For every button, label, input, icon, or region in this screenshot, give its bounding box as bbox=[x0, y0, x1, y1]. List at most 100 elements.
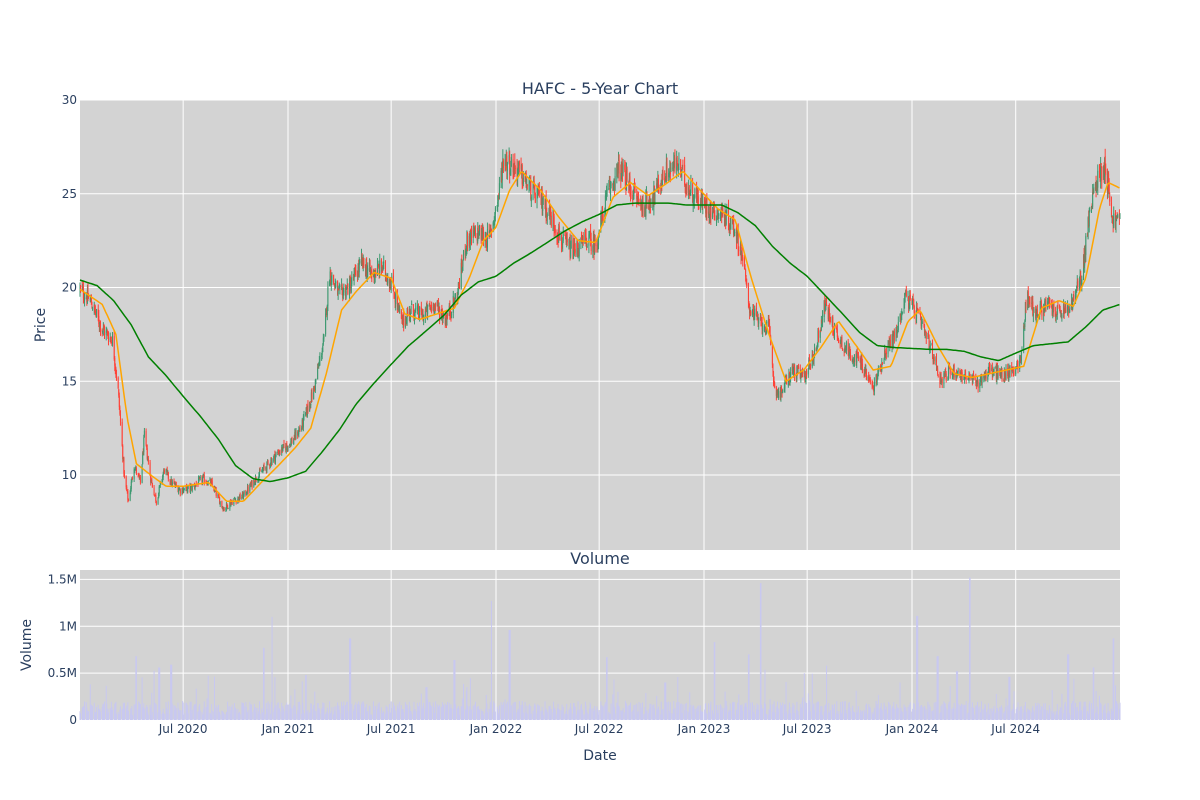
candle-body bbox=[819, 330, 821, 338]
candle-body bbox=[638, 199, 640, 201]
candle-body bbox=[570, 240, 572, 248]
candle-body bbox=[757, 318, 759, 323]
volume-bar bbox=[557, 703, 559, 720]
candle-body bbox=[741, 252, 743, 259]
volume-bar bbox=[444, 703, 446, 720]
candle-body bbox=[306, 405, 308, 416]
volume-bar bbox=[701, 712, 703, 720]
candle-body bbox=[824, 307, 826, 311]
candle-body bbox=[852, 359, 854, 362]
candle-body bbox=[999, 371, 1001, 378]
volume-bar bbox=[943, 702, 945, 720]
candle-body bbox=[833, 330, 835, 335]
volume-bar bbox=[325, 714, 327, 720]
volume-bar bbox=[808, 700, 810, 720]
candle-body bbox=[1067, 306, 1069, 308]
candle-body bbox=[774, 383, 776, 388]
volume-bar bbox=[1004, 707, 1006, 720]
volume-bar bbox=[1039, 703, 1041, 720]
candle-body bbox=[329, 280, 331, 287]
volume-bar bbox=[873, 707, 875, 720]
candle-body bbox=[122, 458, 124, 460]
volume-bar bbox=[205, 707, 207, 720]
volume-bar bbox=[135, 656, 137, 720]
volume-bar bbox=[334, 714, 336, 720]
volume-bar bbox=[1088, 703, 1090, 720]
volume-bar bbox=[326, 707, 328, 720]
volume-bar bbox=[582, 714, 584, 720]
volume-bar bbox=[275, 705, 277, 720]
volume-bar bbox=[737, 702, 739, 720]
volume-bar bbox=[642, 714, 644, 720]
volume-bar bbox=[908, 714, 910, 720]
volume-bar bbox=[772, 704, 774, 720]
candle-body bbox=[640, 202, 642, 206]
candle-body bbox=[877, 373, 879, 378]
candle-body bbox=[481, 229, 483, 241]
candle-body bbox=[676, 159, 678, 164]
candle-body bbox=[977, 381, 979, 389]
volume-bar bbox=[310, 703, 312, 720]
volume-bar bbox=[792, 713, 794, 720]
candle-body bbox=[1100, 163, 1102, 166]
candle-body bbox=[183, 488, 185, 492]
candle-body bbox=[885, 353, 887, 356]
volume-bar bbox=[317, 703, 319, 720]
volume-bar bbox=[576, 710, 578, 720]
volume-bar bbox=[816, 712, 818, 720]
candle-body bbox=[1084, 245, 1086, 266]
candle-body bbox=[85, 297, 87, 299]
volume-bar bbox=[496, 706, 498, 720]
volume-bar bbox=[953, 702, 955, 720]
candle-body bbox=[1087, 217, 1089, 239]
volume-bar bbox=[1080, 709, 1082, 720]
candle-body bbox=[295, 431, 297, 439]
volume-bar bbox=[1072, 701, 1074, 720]
volume-bar bbox=[909, 708, 911, 720]
volume-bar bbox=[175, 707, 177, 720]
volume-bar bbox=[762, 708, 764, 720]
candle-body bbox=[1056, 305, 1058, 315]
volume-bar bbox=[924, 705, 926, 720]
candle-body bbox=[988, 365, 990, 372]
candle-body bbox=[931, 344, 933, 346]
candle-body bbox=[933, 356, 935, 361]
volume-bar bbox=[247, 710, 249, 720]
candle-body bbox=[265, 467, 267, 471]
candle-body bbox=[802, 371, 804, 375]
volume-bar bbox=[653, 707, 655, 720]
volume-bar bbox=[310, 703, 312, 720]
candle-body bbox=[885, 352, 887, 355]
candle-body bbox=[939, 374, 941, 385]
volume-bar bbox=[932, 710, 934, 720]
volume-bar bbox=[155, 704, 157, 720]
candle-body bbox=[660, 180, 662, 188]
candle-body bbox=[175, 483, 177, 486]
candle-body bbox=[115, 373, 117, 379]
volume-bar bbox=[464, 709, 466, 720]
volume-bar bbox=[804, 701, 806, 720]
candle-body bbox=[90, 298, 92, 301]
volume-bar bbox=[97, 704, 99, 720]
candle-body bbox=[725, 212, 727, 225]
candle-body bbox=[270, 459, 272, 465]
candle-body bbox=[266, 461, 268, 463]
candle-body bbox=[696, 186, 698, 202]
candle-body bbox=[1112, 216, 1114, 219]
candle-body bbox=[169, 479, 171, 483]
volume-bar bbox=[646, 710, 648, 720]
candle-body bbox=[424, 311, 426, 318]
candle-body bbox=[749, 309, 751, 314]
candle-body bbox=[421, 312, 423, 318]
volume-bar bbox=[1040, 706, 1042, 720]
volume-bar bbox=[885, 709, 887, 720]
volume-bar bbox=[771, 711, 773, 720]
volume-bar bbox=[706, 713, 708, 720]
volume-bar bbox=[778, 708, 780, 720]
candle-body bbox=[601, 209, 603, 222]
candle-body bbox=[341, 285, 343, 289]
candle-body bbox=[365, 264, 367, 274]
volume-bar bbox=[744, 702, 746, 720]
candle-body bbox=[1040, 301, 1042, 304]
volume-bar bbox=[343, 701, 345, 720]
